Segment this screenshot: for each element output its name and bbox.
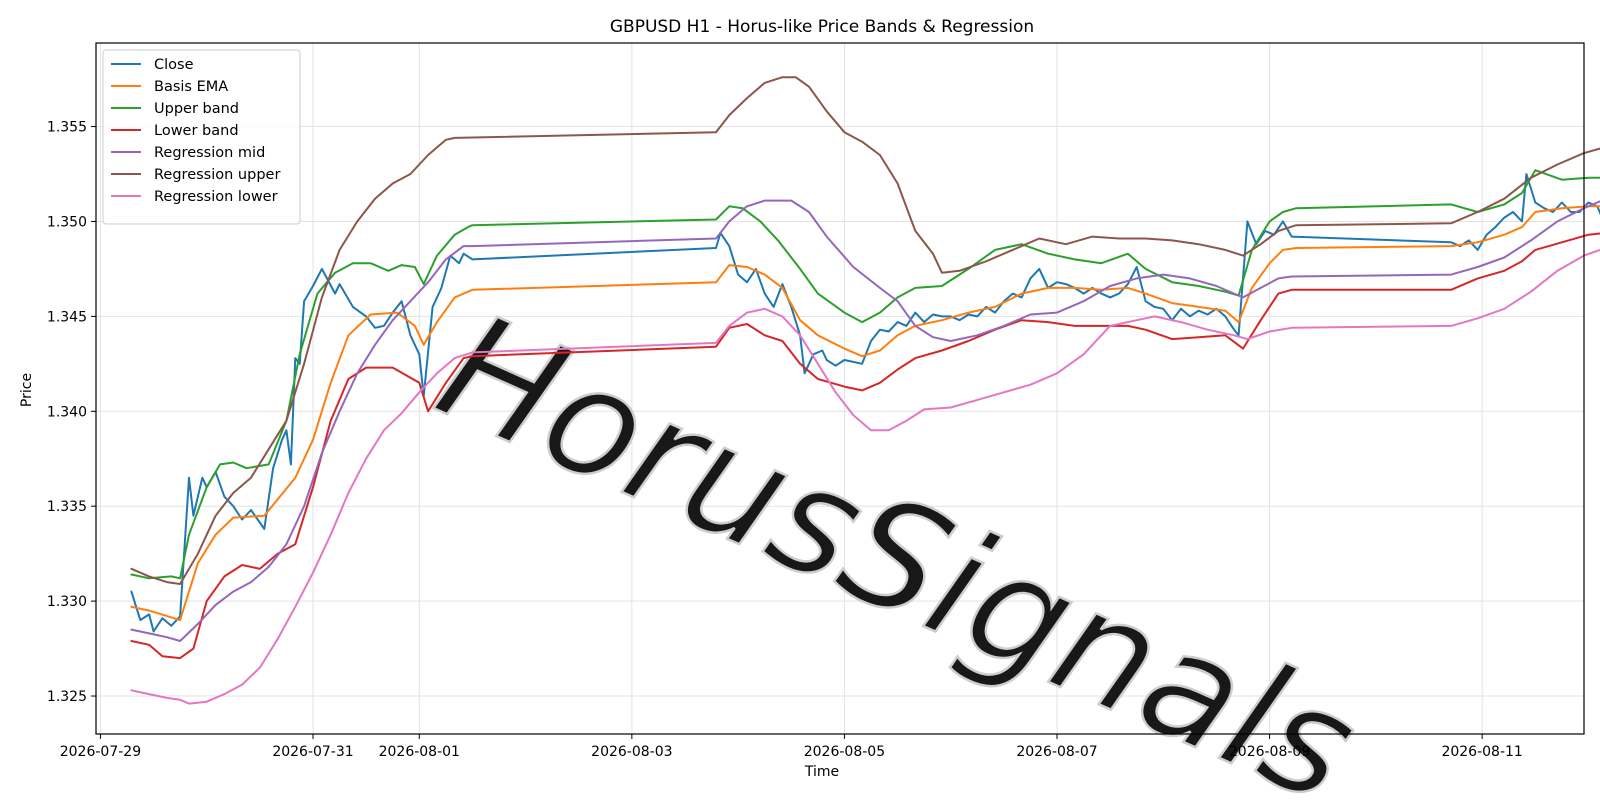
x-tick-label: 2026-08-07 (1016, 744, 1097, 760)
legend-label: Regression upper (154, 167, 280, 183)
series-line-lower-band (130, 232, 1600, 660)
series-line-regression-mid (130, 199, 1600, 642)
legend-label: Regression lower (154, 189, 278, 205)
legend-label: Upper band (154, 101, 239, 117)
series-line-basis-ema (130, 205, 1600, 622)
plot-frame (95, 42, 1585, 735)
y-axis-label: Price (19, 373, 35, 407)
legend-label: Lower band (154, 123, 239, 139)
legend-label: Basis EMA (154, 79, 228, 95)
y-axis: 1.325 1.330 1.335 1.340 1.345 1.350 1.355 (47, 120, 96, 705)
series-line-regression-upper (130, 76, 1600, 585)
series-line-regression-lower (130, 248, 1600, 705)
x-tick-label: 2026-08-03 (591, 744, 672, 760)
y-tick-label: 1.345 (47, 309, 87, 325)
legend-box (102, 49, 301, 225)
x-axis: 2026-07-29 2026-07-31 2026-08-01 2026-08-03… (60, 734, 1523, 760)
x-axis-label: Time (804, 764, 839, 780)
chart-title: GBPUSD H1 - Horus-like Price Bands & Reg… (610, 17, 1034, 37)
y-tick-label: 1.340 (47, 404, 87, 420)
series-line-upper-band (130, 169, 1600, 580)
y-tick-label: 1.350 (47, 214, 87, 230)
legend-label: Close (154, 57, 194, 73)
legend-label: Regression mid (154, 145, 265, 161)
x-tick-label: 2026-08-01 (379, 744, 460, 760)
x-tick-label: 2026-07-29 (60, 744, 141, 760)
y-tick-label: 1.355 (47, 120, 87, 136)
x-tick-label: 2026-08-09 (1229, 744, 1310, 760)
y-tick-label: 1.335 (47, 499, 87, 515)
y-tick-label: 1.330 (47, 594, 87, 610)
x-tick-label: 2026-08-11 (1441, 744, 1522, 760)
series-layer (130, 76, 1600, 705)
legend: Close Basis EMA Upper band Lower band Regres… (102, 49, 301, 225)
x-tick-label: 2026-07-31 (272, 744, 353, 760)
x-tick-label: 2026-08-05 (804, 744, 885, 760)
y-tick-label: 1.325 (47, 689, 87, 705)
